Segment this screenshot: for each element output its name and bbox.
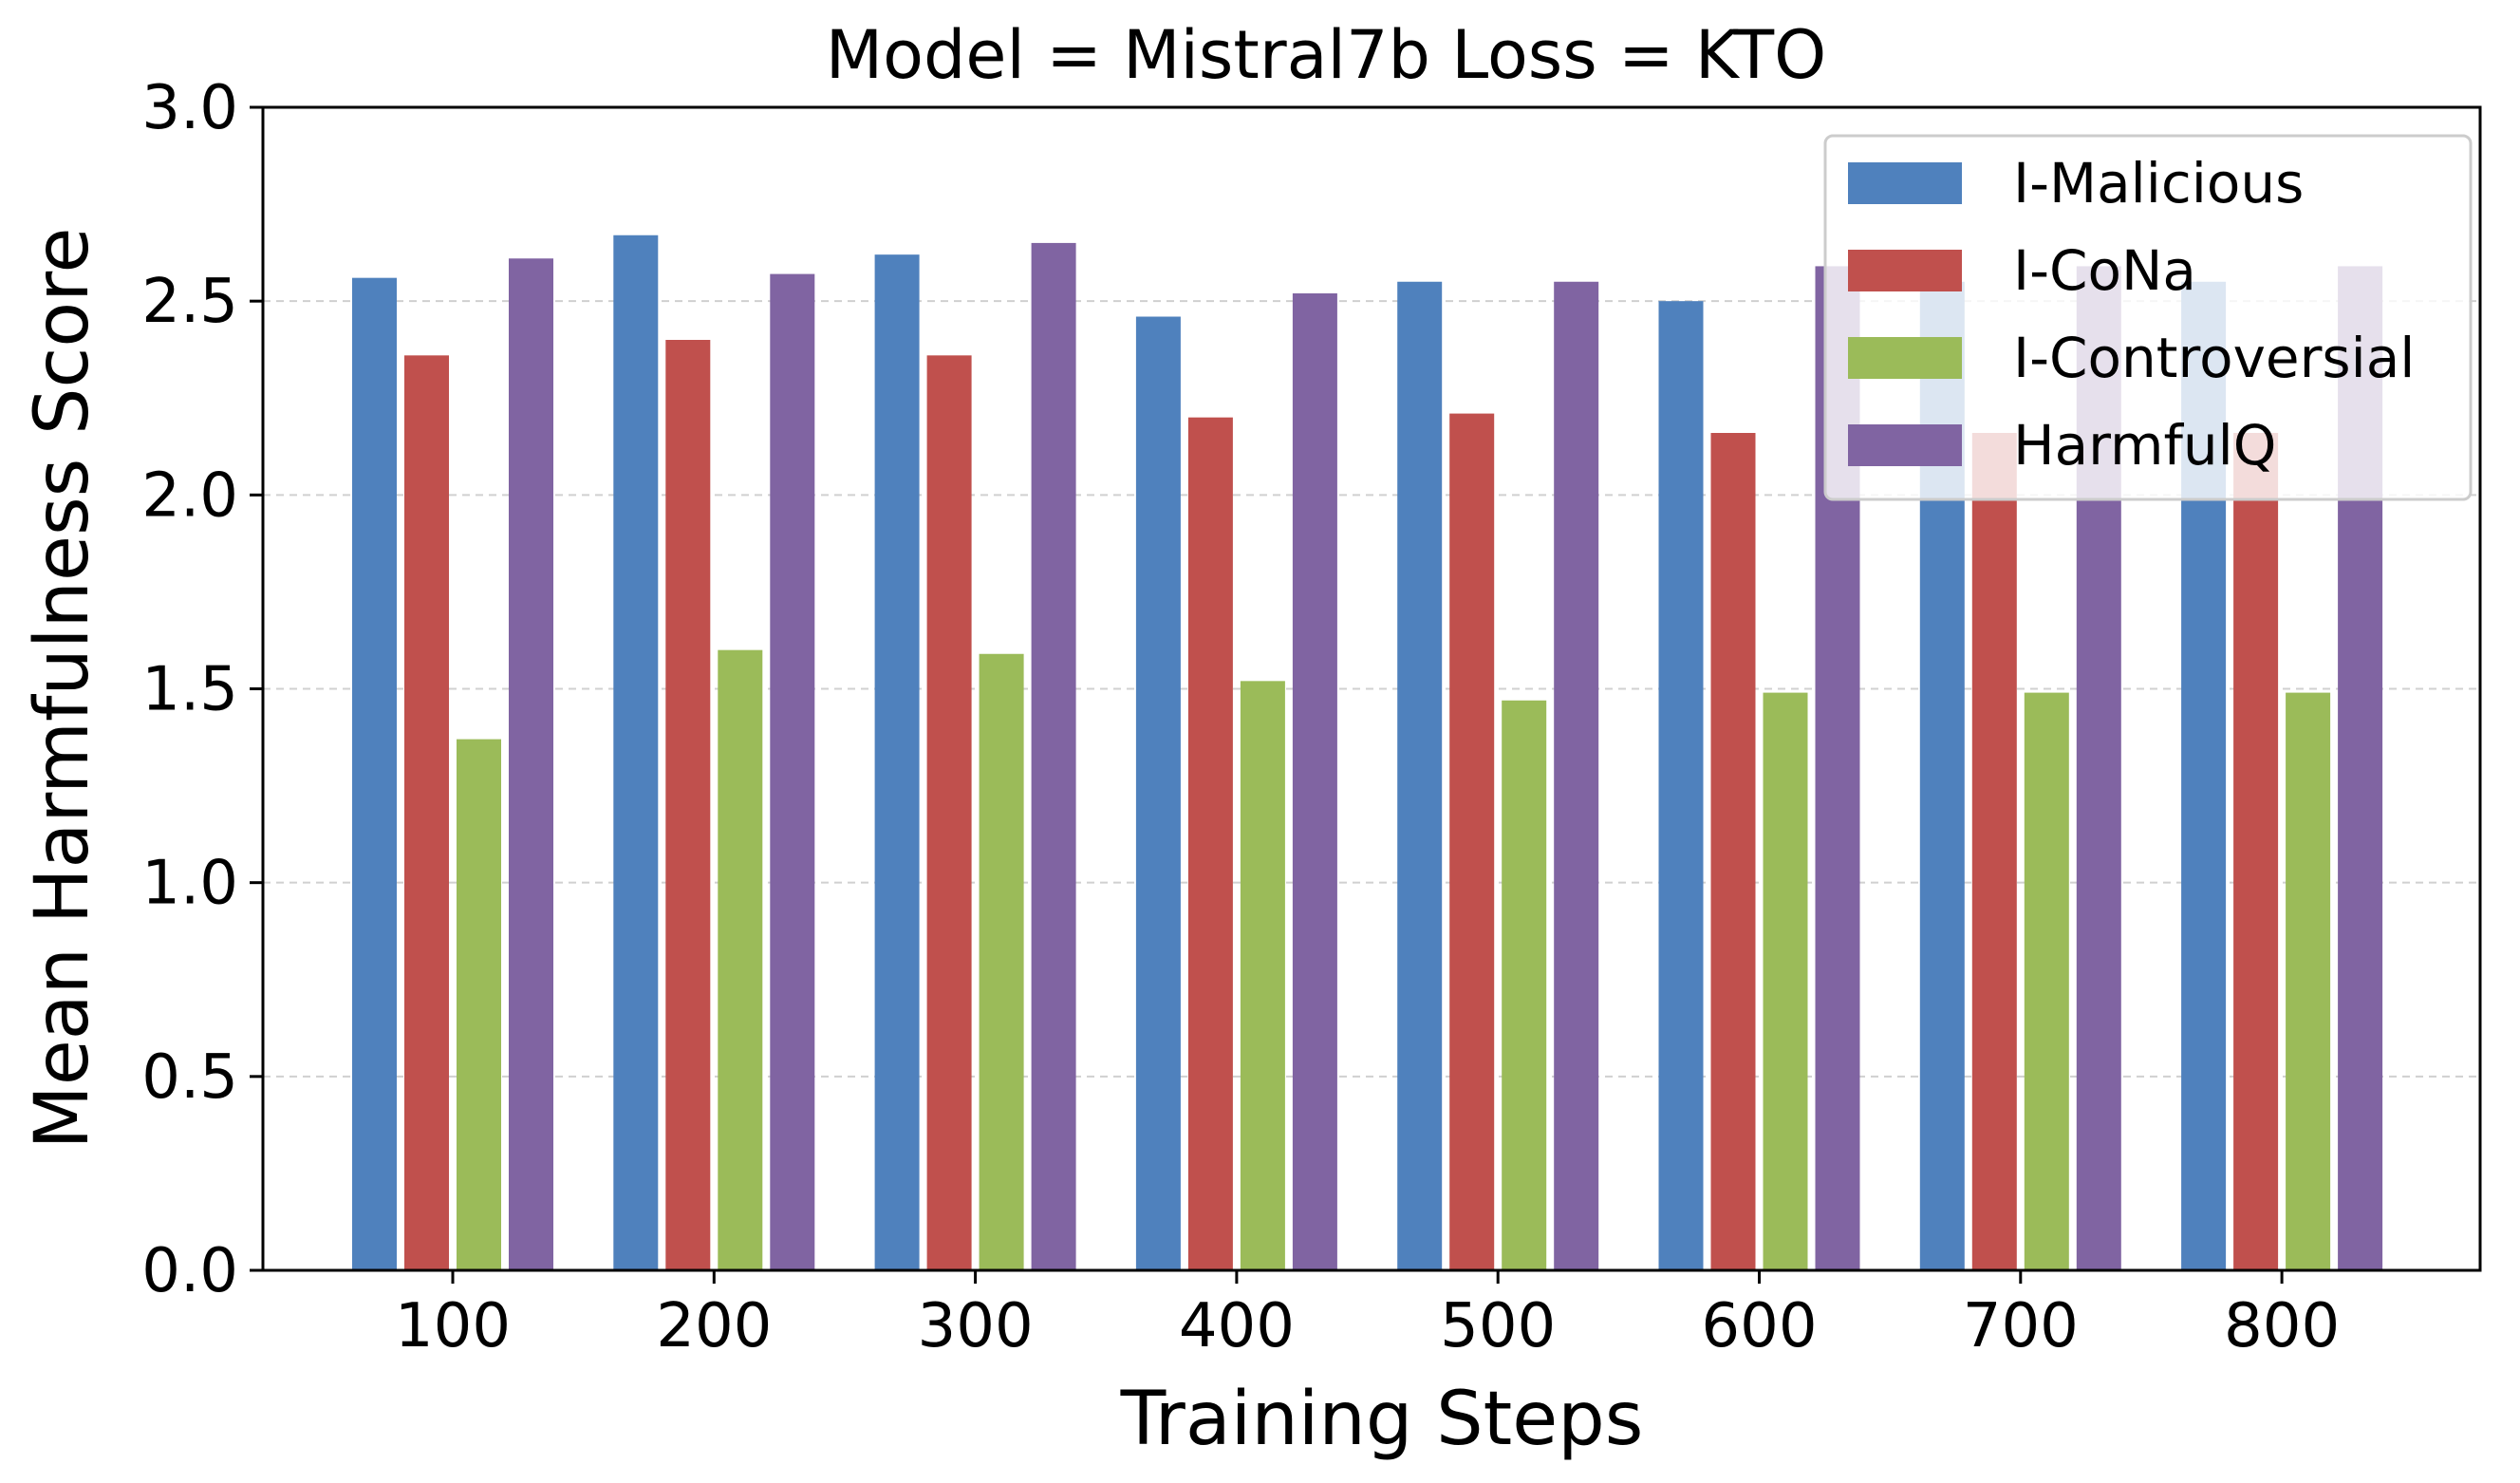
legend-label: I-Malicious <box>2013 151 2304 216</box>
legend: I-Malicious I-CoNa I-Controversial HarmfulQ <box>1823 134 2473 501</box>
y-tick-label: 3.0 <box>141 73 238 143</box>
legend-box <box>1823 134 2473 501</box>
x-tick-label: 800 <box>2224 1291 2340 1361</box>
x-tick-label: 700 <box>1963 1291 2079 1361</box>
bar-harmfulq-100 <box>509 258 553 1270</box>
y-tick-label: 2.5 <box>141 267 238 337</box>
bar-i-controversial-400 <box>1240 681 1285 1270</box>
bar-i-malicious-300 <box>874 254 920 1271</box>
bar-i-cona-800 <box>2233 433 2279 1270</box>
legend-swatch <box>1848 337 1962 379</box>
x-tick-label: 400 <box>1179 1291 1295 1361</box>
y-axis-label: Mean Harmfulness Score <box>20 228 105 1150</box>
legend-label: I-Controversial <box>2013 326 2415 390</box>
legend-swatch <box>1848 250 1962 291</box>
bar-i-cona-100 <box>404 355 449 1270</box>
x-tick-label: 500 <box>1440 1291 1556 1361</box>
x-tick-label: 600 <box>1701 1291 1817 1361</box>
bar-i-controversial-800 <box>2286 692 2331 1270</box>
bar-harmfulq-500 <box>1554 281 1599 1270</box>
bar-harmfulq-400 <box>1292 293 1337 1270</box>
bar-harmfulq-300 <box>1031 242 1076 1271</box>
bar-i-malicious-100 <box>352 277 397 1271</box>
legend-label: HarmfulQ <box>2013 413 2276 478</box>
y-axis: 0.0 0.5 1.0 1.5 2.0 2.5 3.0 <box>141 73 263 1306</box>
chart-title: Model = Mistral7b Loss = KTO <box>826 16 1826 94</box>
legend-swatch <box>1848 162 1962 204</box>
bar-i-cona-300 <box>926 355 972 1270</box>
y-tick-label: 0.5 <box>141 1042 238 1113</box>
x-tick-label: 300 <box>918 1291 1034 1361</box>
bar-i-controversial-600 <box>1763 692 1808 1270</box>
bar-i-controversial-100 <box>457 739 501 1270</box>
legend-label: I-CoNa <box>2013 238 2196 303</box>
bar-i-cona-700 <box>1971 433 2017 1270</box>
bar-i-cona-200 <box>665 340 711 1270</box>
bar-i-cona-500 <box>1449 413 1495 1270</box>
bar-i-controversial-200 <box>718 649 763 1270</box>
y-tick-label: 1.0 <box>141 849 238 919</box>
bar-harmfulq-200 <box>770 273 815 1270</box>
legend-swatch <box>1848 424 1962 466</box>
bar-i-controversial-500 <box>1502 700 1547 1270</box>
bar-i-malicious-500 <box>1397 281 1443 1270</box>
y-tick-label: 1.5 <box>141 655 238 725</box>
y-tick-label: 2.0 <box>141 460 238 531</box>
bar-i-malicious-600 <box>1658 301 1704 1271</box>
bar-i-cona-600 <box>1710 433 1756 1270</box>
bar-i-cona-400 <box>1187 417 1233 1271</box>
x-axis-label: Training Steps <box>1120 1377 1644 1462</box>
x-tick-label: 200 <box>656 1291 772 1361</box>
bar-i-malicious-400 <box>1135 316 1181 1270</box>
bar-i-controversial-700 <box>2024 692 2069 1270</box>
x-tick-label: 100 <box>395 1291 511 1361</box>
bar-i-malicious-200 <box>613 235 659 1270</box>
x-axis: 100 200 300 400 500 600 700 800 <box>395 1270 2340 1361</box>
y-tick-label: 0.0 <box>141 1236 238 1306</box>
bar-i-controversial-300 <box>979 653 1024 1270</box>
